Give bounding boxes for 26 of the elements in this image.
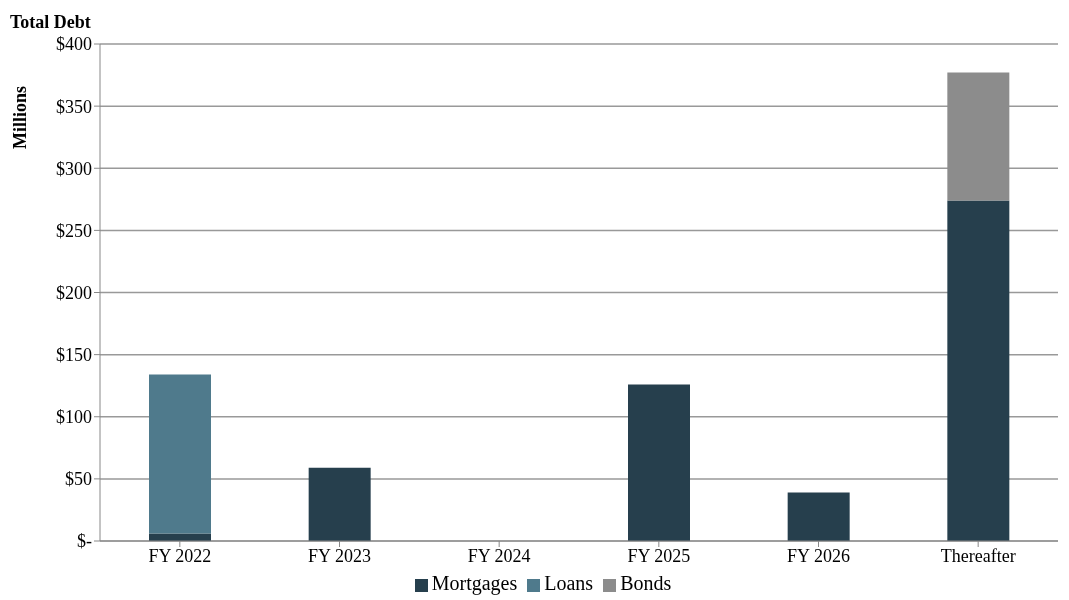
bar bbox=[947, 72, 1010, 201]
x-tick-label: FY 2022 bbox=[148, 545, 212, 566]
x-tick-label: Thereafter bbox=[940, 545, 1016, 566]
y-tick-label: $350 bbox=[56, 96, 92, 117]
y-tick-label: $- bbox=[77, 531, 92, 552]
y-tick-label: $200 bbox=[56, 282, 92, 303]
bar bbox=[787, 492, 850, 541]
x-tick-label: FY 2024 bbox=[467, 545, 531, 566]
legend-label: Loans bbox=[544, 572, 594, 594]
y-tick-label: $100 bbox=[56, 407, 92, 428]
y-axis-title: Millions bbox=[10, 85, 31, 150]
y-tick-label: $300 bbox=[56, 158, 92, 179]
bar bbox=[947, 200, 1010, 541]
y-tick-label: $50 bbox=[65, 469, 92, 490]
chart-title: Total Debt bbox=[10, 12, 91, 33]
x-tick-label: FY 2023 bbox=[308, 545, 371, 566]
y-tick-label: $150 bbox=[56, 345, 92, 366]
legend-label: Bonds bbox=[620, 572, 672, 594]
legend-label: Mortgages bbox=[431, 572, 518, 594]
x-tick-label: FY 2025 bbox=[627, 545, 691, 566]
bar bbox=[308, 467, 371, 541]
bar bbox=[628, 384, 690, 541]
y-tick-label: $400 bbox=[56, 34, 92, 55]
y-tick-label: $250 bbox=[56, 220, 92, 241]
bar bbox=[149, 374, 211, 534]
x-tick-label: FY 2026 bbox=[787, 545, 850, 566]
